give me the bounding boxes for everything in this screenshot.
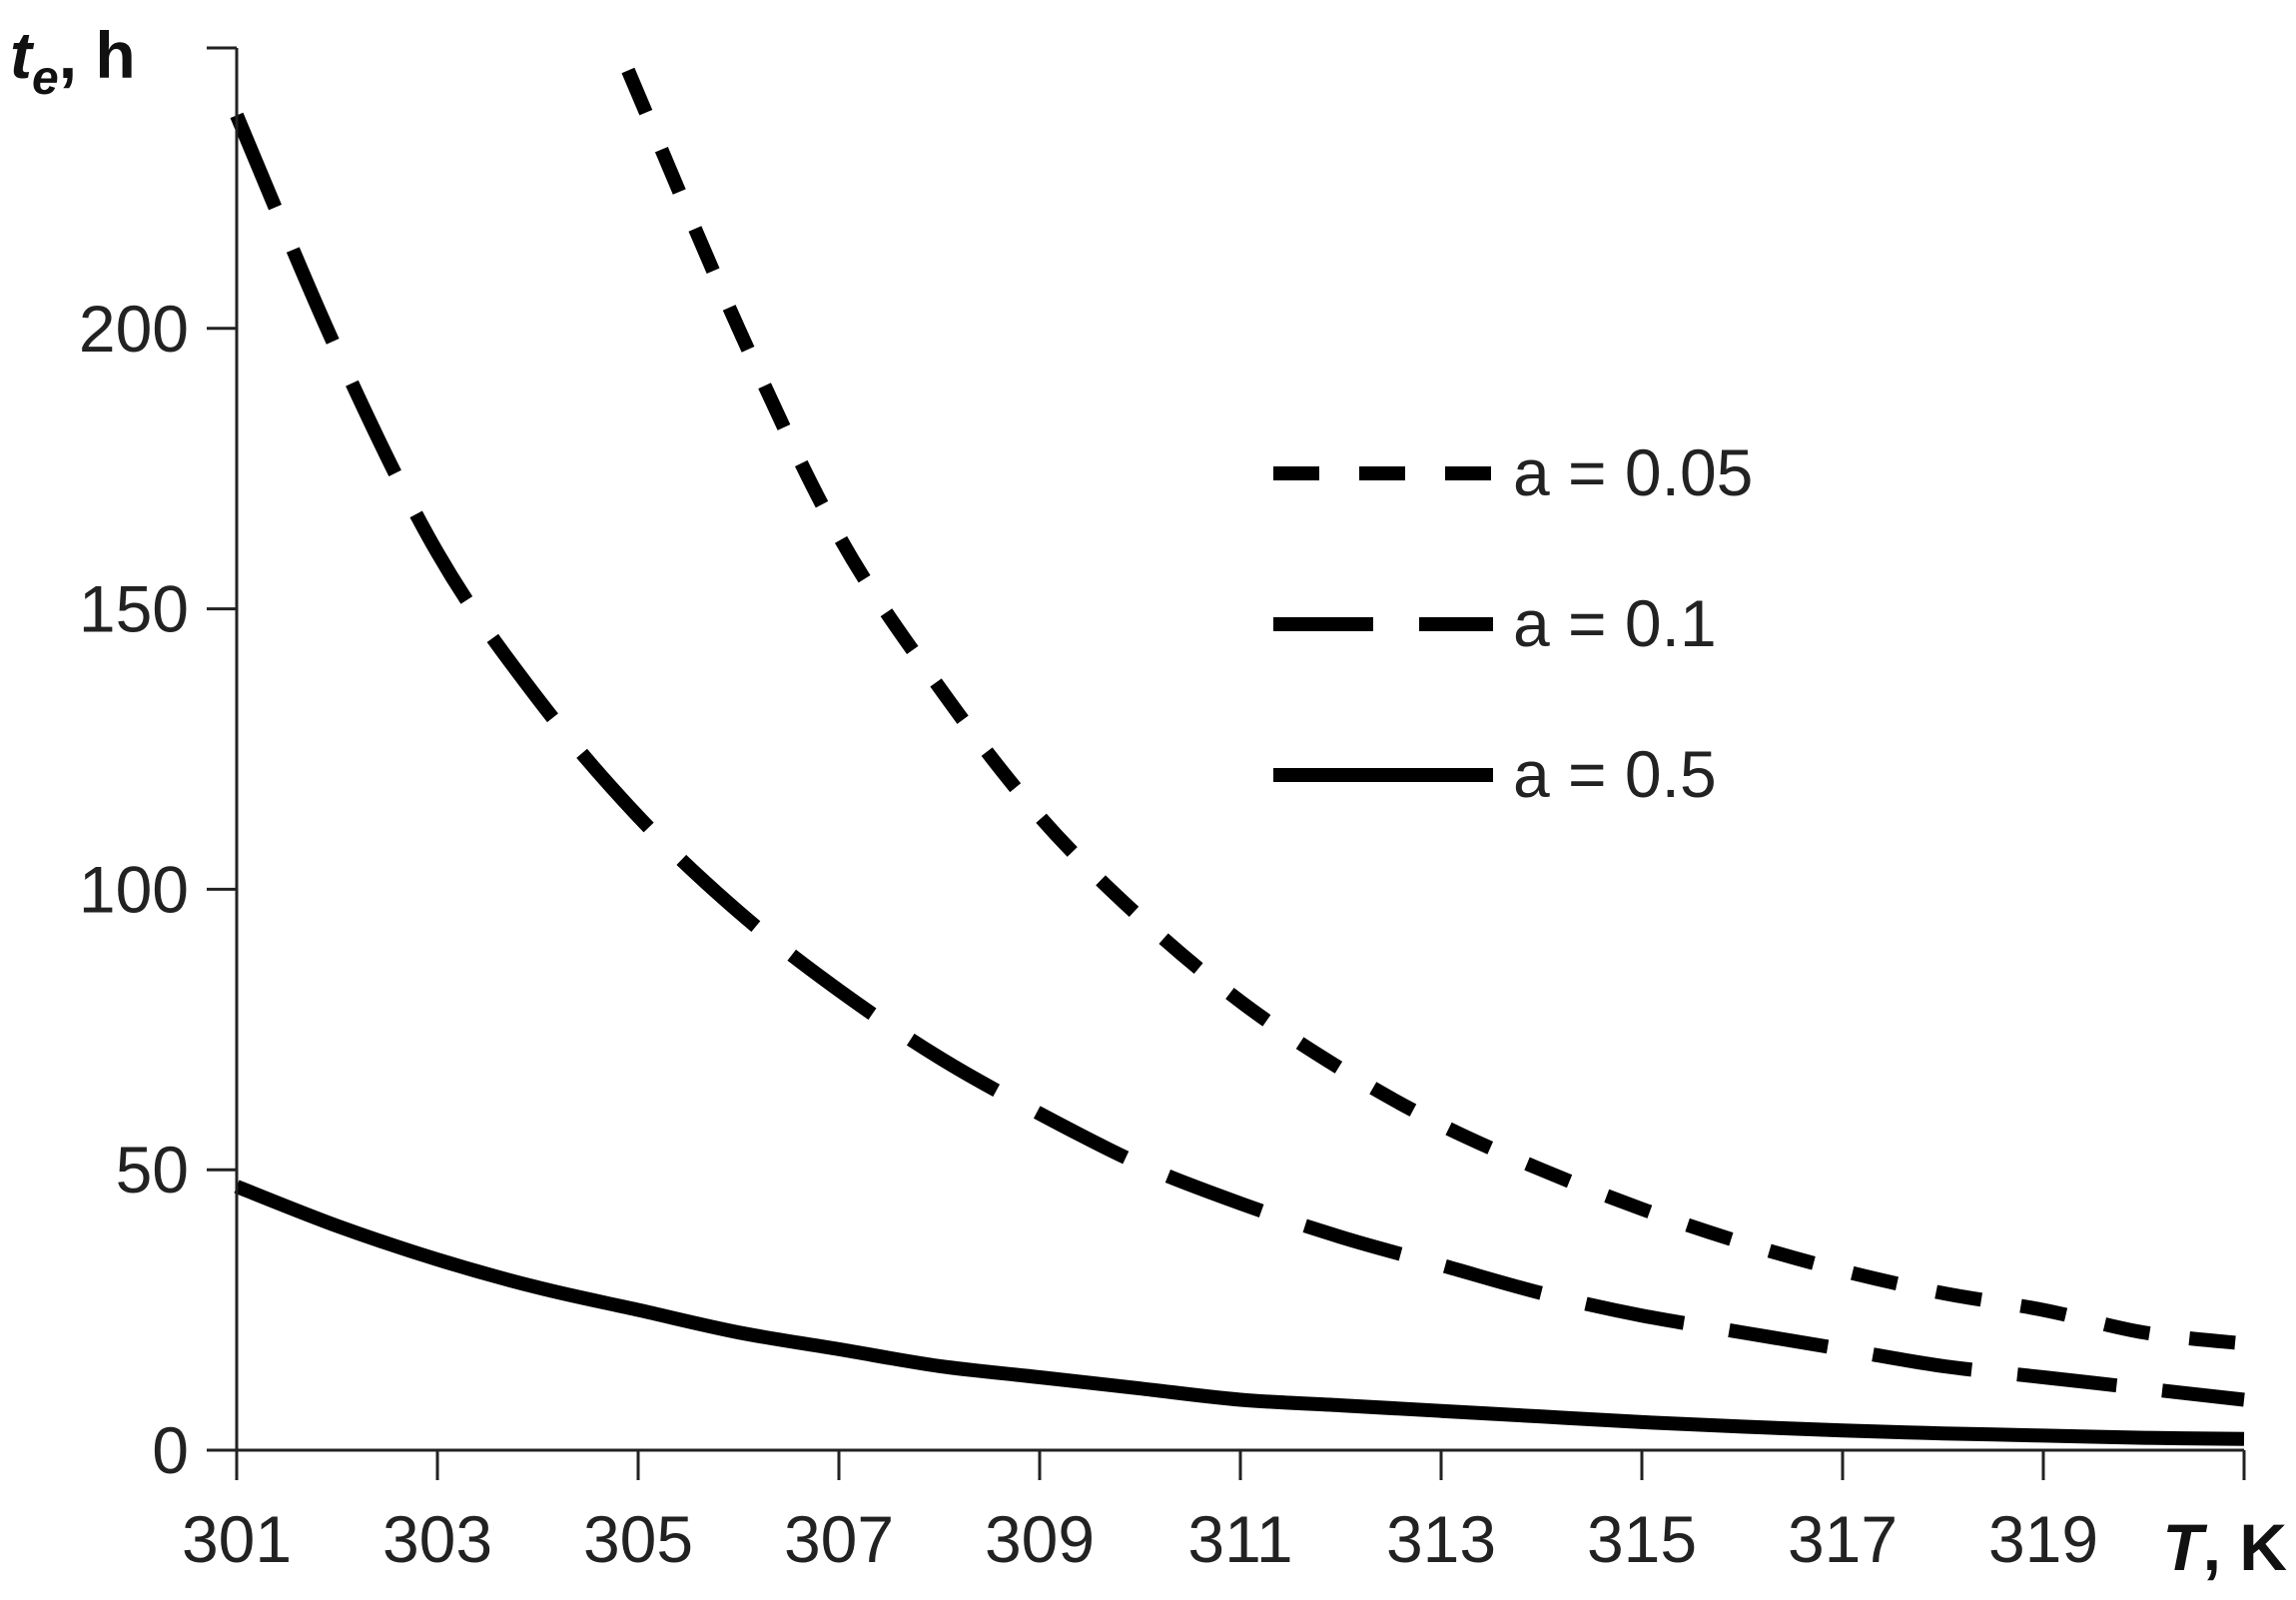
y-axis-title: te, h (10, 18, 136, 105)
x-tick-label: 315 (1587, 1502, 1697, 1576)
x-tick-label: 317 (1788, 1502, 1898, 1576)
y-axis-symbol: t (10, 18, 35, 92)
x-axis-symbol: T (2162, 1510, 2207, 1584)
x-tick-label: 301 (182, 1502, 292, 1576)
y-tick-label: 100 (79, 852, 189, 926)
series-line-1 (621, 67, 2245, 1351)
legend: a = 0.05 a = 0.1 a = 0.5 (1273, 435, 1753, 811)
y-tick-label: 150 (79, 572, 189, 646)
x-ticks: 301 303 305 307 309 311 313 315 317 319 (182, 1450, 2246, 1576)
plot-lines (230, 67, 2245, 1446)
y-axis-unit: , h (59, 18, 136, 92)
x-tick-label: 319 (1988, 1502, 2098, 1576)
x-tick-label: 303 (383, 1502, 492, 1576)
x-axis-title: T, K (2162, 1510, 2287, 1584)
x-axis-unit: , K (2203, 1510, 2288, 1584)
legend-label-3: a = 0.5 (1513, 737, 1717, 811)
series-line-3 (234, 1180, 2245, 1446)
x-tick-label: 305 (583, 1502, 693, 1576)
axes: 0 50 100 150 200 301 303 305 307 309 311 313 315 317… (79, 46, 2246, 1576)
y-ticks: 0 50 100 150 200 (79, 46, 237, 1487)
y-axis-subscript: e (32, 52, 59, 105)
x-tick-label: 313 (1386, 1502, 1496, 1576)
legend-label-2: a = 0.1 (1513, 586, 1717, 660)
x-tick-label: 311 (1187, 1502, 1292, 1576)
x-tick-label: 307 (784, 1502, 894, 1576)
legend-label-1: a = 0.05 (1513, 435, 1753, 509)
x-tick-label: 309 (985, 1502, 1095, 1576)
y-tick-label: 0 (152, 1413, 189, 1487)
y-tick-label: 50 (116, 1133, 189, 1206)
y-tick-label: 200 (79, 292, 189, 366)
series-line-2 (230, 112, 2245, 1407)
